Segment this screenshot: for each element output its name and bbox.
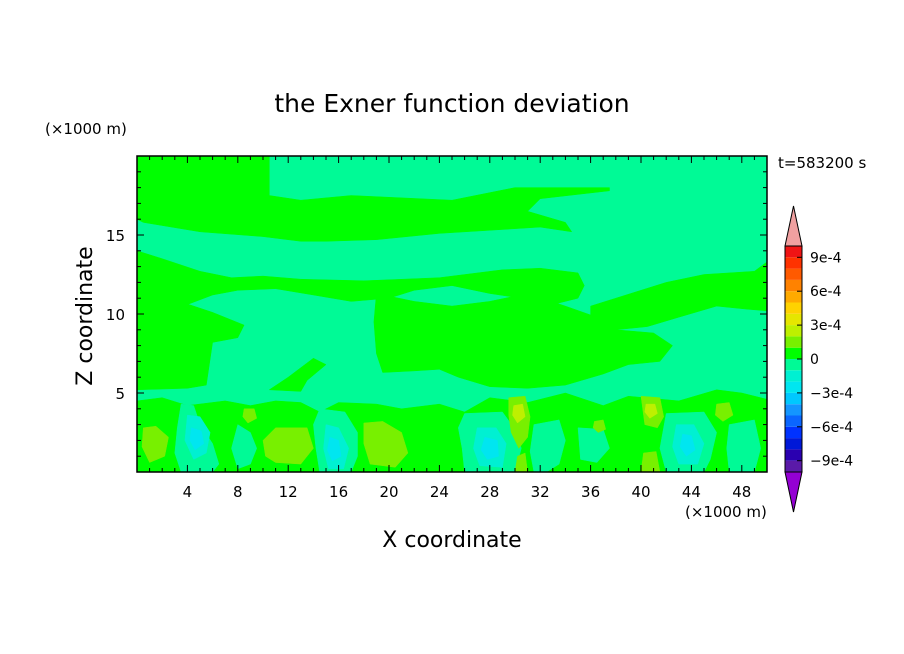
colorbar-band [785, 279, 802, 292]
y-tick-label: 10 [106, 306, 125, 324]
colorbar-band [785, 426, 802, 439]
x-tick-label: 8 [233, 483, 243, 501]
y-axis-label: Z coordinate [73, 246, 98, 385]
y-tick-label: 15 [106, 227, 125, 245]
contour-region-4 [137, 297, 245, 391]
x-tick-label: 28 [480, 483, 499, 501]
colorbar-tick-label: −3e-4 [810, 386, 853, 402]
colorbar-tick-label: 0 [810, 352, 819, 368]
colorbar-band [785, 325, 802, 337]
colorbar-band [785, 268, 802, 280]
colorbar: 9e-4 6e-4 3e-4 0 −3e-4 −6e-4 −9e-4 [784, 205, 853, 513]
contour-region-30 [640, 451, 661, 472]
time-label: t=583200 s [778, 154, 866, 172]
colorbar-tick-label: −6e-4 [810, 420, 853, 436]
contour-region-1 [137, 156, 610, 242]
contour-region-13 [726, 419, 761, 472]
colorbar-band [785, 359, 802, 371]
contour-region-22 [480, 436, 499, 460]
contour-region-33 [592, 419, 606, 433]
x-tick-label: 20 [379, 483, 398, 501]
colorbar-band [785, 347, 802, 359]
x-tick-label: 12 [279, 483, 298, 501]
colorbar-band [785, 313, 802, 326]
colorbar-max-arrow [784, 205, 803, 247]
y-tick-label: 5 [115, 385, 125, 403]
x-tick-label: 48 [732, 483, 751, 501]
colorbar-tick-label: −9e-4 [810, 454, 853, 470]
x-tick-label: 16 [329, 483, 348, 501]
x-tick-label: 36 [581, 483, 600, 501]
chart-title: the Exner function deviation [274, 89, 629, 118]
contour-region-26 [363, 421, 409, 468]
colorbar-band [785, 257, 802, 269]
contour-region-32 [242, 408, 257, 424]
colorbar-band [785, 449, 802, 461]
colorbar-band [785, 392, 802, 405]
contour-region-35 [644, 403, 658, 419]
contour-region-7 [268, 357, 327, 392]
x-tick-label: 4 [183, 483, 193, 501]
contour-region-31 [715, 402, 734, 422]
colorbar-tick-label: 3e-4 [810, 318, 842, 334]
colorbar-band [785, 302, 802, 314]
contour-region-5 [373, 293, 673, 389]
x-tick-label: 44 [682, 483, 701, 501]
x-axis-label: X coordinate [382, 528, 521, 553]
colorbar-band [785, 415, 802, 427]
contour-region-23 [679, 433, 696, 457]
colorbar-tick-label: 6e-4 [810, 284, 842, 300]
colorbar-band [785, 381, 802, 393]
colorbar-band [785, 404, 802, 416]
colorbar-band [785, 336, 802, 348]
x-axis: 4 8 12 16 20 24 28 32 36 40 44 48 [149, 156, 755, 501]
y-axis: 5 10 15 [106, 171, 767, 457]
contour-region-24 [141, 425, 169, 463]
contour-region-21 [327, 436, 342, 462]
x-tick-label: 40 [631, 483, 650, 501]
contour-region-28 [514, 452, 528, 472]
colorbar-band [785, 291, 802, 303]
colorbar-band [785, 460, 802, 472]
contour-region-20 [189, 427, 205, 451]
contour-plot [137, 156, 767, 472]
x-tick-label: 24 [430, 483, 449, 501]
contour-region-34 [512, 403, 526, 424]
colorbar-band [785, 438, 802, 450]
colorbar-band [785, 246, 802, 258]
x-tick-label: 32 [531, 483, 550, 501]
colorbar-tick-label: 9e-4 [810, 250, 842, 266]
colorbar-band [785, 370, 802, 382]
contour-region-14 [231, 424, 257, 470]
z-unit-label: (×1000 m) [45, 120, 127, 138]
x-unit-label: (×1000 m) [685, 503, 767, 521]
contour-region-25 [262, 427, 314, 465]
colorbar-min-arrow [784, 471, 803, 513]
